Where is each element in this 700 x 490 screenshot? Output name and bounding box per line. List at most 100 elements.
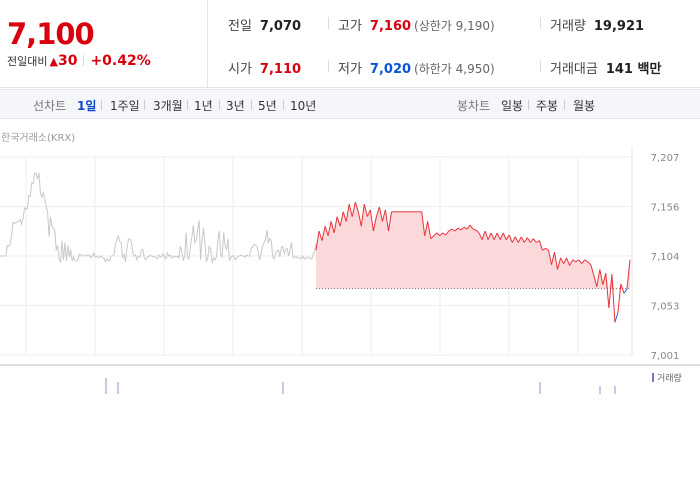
- price-line-segment: [590, 264, 595, 276]
- price-line-segment: [327, 221, 332, 236]
- price-line-segment: [342, 211, 347, 222]
- price-line-segment: [490, 232, 495, 240]
- period-3m[interactable]: 3개월: [153, 99, 183, 113]
- price-line-segment: [526, 237, 531, 243]
- price-line-segment: [460, 226, 465, 231]
- price-line-segment: [336, 216, 341, 227]
- price-line-segment: [530, 238, 534, 243]
- price-line-segment: [354, 202, 359, 212]
- price-line-segment: [554, 252, 558, 270]
- candle-daily[interactable]: 일봉: [501, 99, 524, 113]
- price-line-segment: [472, 228, 477, 231]
- price-line-segment: [611, 274, 616, 323]
- price-line-segment: [457, 227, 462, 231]
- price-line-segment: [315, 230, 320, 251]
- price-line-segment: [351, 202, 356, 217]
- price-line-segment: [436, 232, 441, 237]
- period-5y[interactable]: 5년: [258, 99, 277, 113]
- price-line-segment: [496, 232, 501, 240]
- price-line-segment: [626, 259, 631, 289]
- period-3y[interactable]: 3년: [226, 99, 245, 113]
- price-line-segment: [602, 273, 607, 285]
- change-label: 전일대비: [7, 55, 48, 68]
- change-row: 전일대비 ▲30 +0.42%: [7, 53, 151, 69]
- price-line-segment: [536, 240, 540, 243]
- price-line-segment: [505, 234, 510, 240]
- price-line-segment: [514, 236, 519, 243]
- price-line-segment: [511, 236, 516, 243]
- period-1d[interactable]: 1일: [77, 99, 97, 113]
- divider: [83, 55, 85, 66]
- price-line-segment: [454, 227, 459, 232]
- price-line-segment: [427, 221, 432, 239]
- up-arrow-icon: ▲: [49, 55, 58, 68]
- trade-value-label: 거래대금: [550, 62, 598, 77]
- change-amount: 30: [57, 53, 78, 69]
- price-line-segment: [520, 236, 525, 243]
- divider: [328, 17, 329, 29]
- current-price: 7,100: [7, 17, 95, 51]
- price-line-segment: [487, 232, 492, 240]
- low-value: 7,020: [369, 62, 412, 77]
- data-source-label: 한국거래소(KRX): [1, 133, 76, 144]
- divider: [328, 60, 329, 72]
- price-line-segment: [324, 226, 329, 236]
- y-tick-label: 7,156: [651, 203, 680, 214]
- period-10y[interactable]: 10년: [290, 99, 317, 113]
- y-tick-label: 7,053: [651, 302, 680, 313]
- candle-monthly[interactable]: 월봉: [573, 99, 596, 113]
- prev-close-stat: 전일 7,070: [228, 15, 301, 34]
- price-line-segment: [333, 216, 338, 233]
- price-line-segment: [348, 203, 353, 217]
- volume-stat: 거래량 19,921: [550, 15, 644, 34]
- price-line-segment: [523, 237, 528, 243]
- period-1w[interactable]: 1주일: [110, 99, 140, 113]
- price-line-segment: [451, 228, 456, 232]
- divider: [251, 100, 252, 110]
- period-1y[interactable]: 1년: [194, 99, 213, 113]
- price-line-segment: [502, 232, 507, 240]
- price-line-segment: [551, 252, 555, 265]
- high-label: 고가: [338, 19, 362, 34]
- price-line-segment: [360, 204, 365, 227]
- price-line-segment: [608, 274, 613, 308]
- price-line-segment: [481, 230, 486, 240]
- price-line-segment: [578, 259, 583, 265]
- trade-value-stat: 거래대금 141 백만: [550, 58, 661, 77]
- volume-legend-swatch: [652, 373, 654, 382]
- price-line-segment: [318, 230, 323, 241]
- price-line-segment: [596, 269, 601, 287]
- price-line-segment: [321, 226, 326, 241]
- divider: [283, 100, 284, 110]
- price-line-segment: [469, 224, 474, 230]
- price-line-segment: [388, 211, 392, 232]
- price-line-segment: [499, 232, 504, 240]
- price-line-segment: [569, 259, 574, 266]
- price-line-segment: [475, 229, 480, 234]
- volume-label: 거래량: [550, 19, 586, 34]
- lower-limit: (하한가 4,950): [414, 62, 495, 76]
- price-line-segment: [533, 238, 537, 243]
- high-stat: 고가 7,160 (상한가 9,190): [338, 15, 495, 34]
- candle-chart-label: 봉차트: [457, 99, 491, 113]
- price-line-segment: [339, 211, 344, 227]
- low-stat: 저가 7,020 (하한가 4,950): [338, 58, 495, 77]
- price-line-segment: [369, 209, 374, 232]
- price-line-segment: [581, 259, 586, 265]
- prev-close-value: 7,070: [259, 19, 302, 34]
- divider: [101, 100, 102, 110]
- price-line-segment: [372, 216, 377, 232]
- price-line-segment: [445, 230, 450, 236]
- price-line-segment: [542, 247, 546, 251]
- price-line-segment: [330, 221, 335, 234]
- price-line-segment: [375, 206, 380, 217]
- price-line-segment: [599, 269, 604, 285]
- price-line-segment: [557, 257, 562, 270]
- price-line-segment: [563, 257, 568, 264]
- y-tick-label: 7,104: [651, 252, 680, 263]
- price-line-segment: [614, 312, 619, 323]
- price-line-segment: [433, 232, 438, 237]
- price-line-segment: [442, 232, 447, 236]
- candle-weekly[interactable]: 주봉: [536, 99, 559, 113]
- y-tick-label: 7,001: [651, 351, 680, 362]
